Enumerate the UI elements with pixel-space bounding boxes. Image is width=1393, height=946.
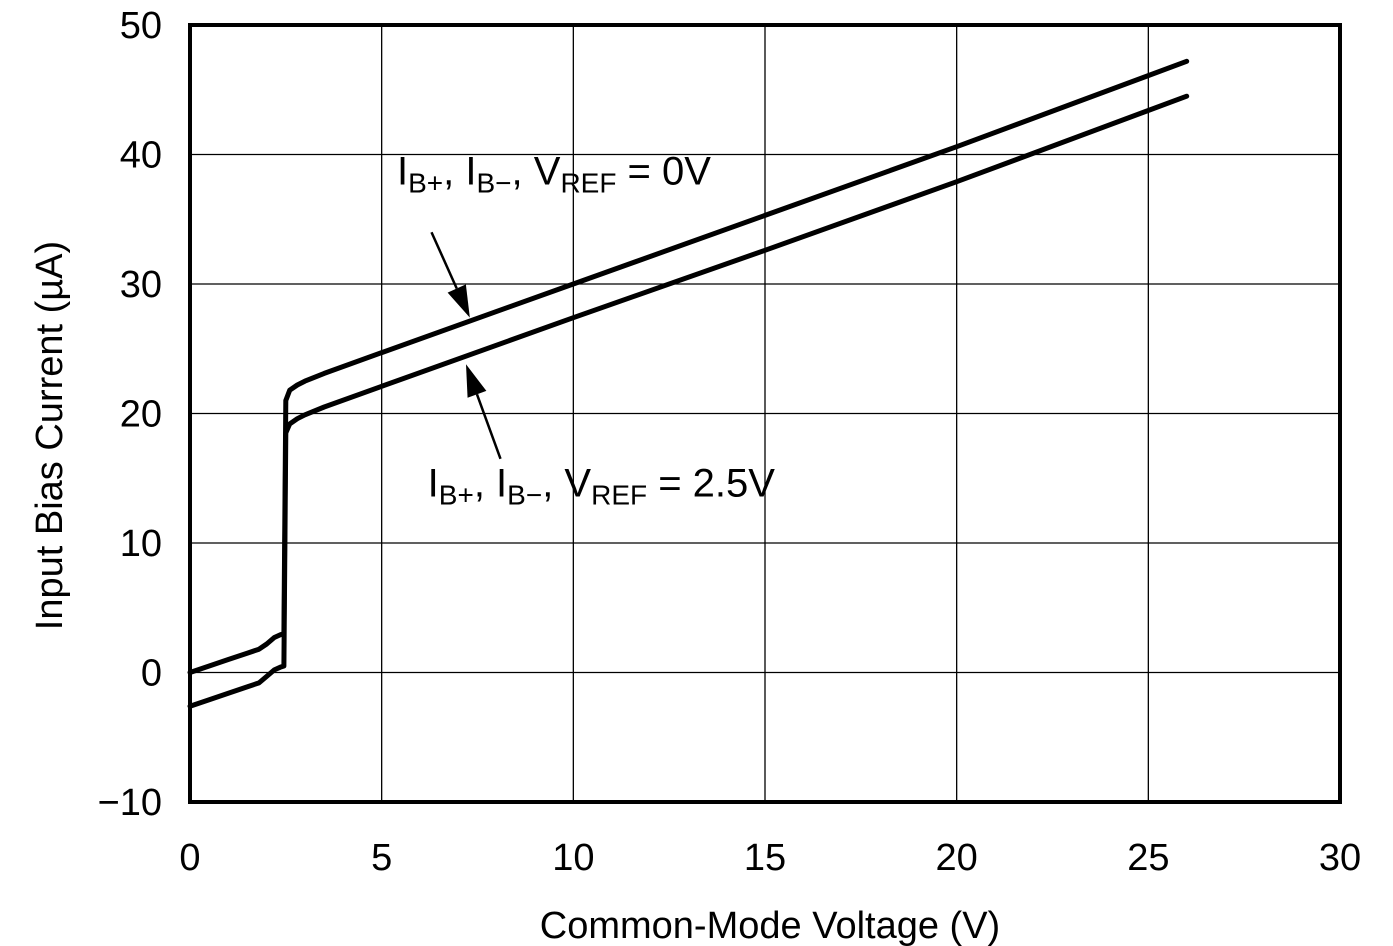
annotation-label-2: IB+, IB−, VREF = 2.5V	[428, 461, 776, 510]
annotation-arrow-head-1	[447, 284, 470, 318]
x-axis-title: Common-Mode Voltage (V)	[540, 905, 1000, 946]
x-tick-label: 25	[1127, 837, 1169, 879]
series-line-1	[187, 58, 1190, 675]
y-tick-label: 30	[120, 264, 162, 306]
y-tick-labels: −10 0 10 20 30 40 50	[98, 5, 162, 824]
y-axis-title: Input Bias Current (µA)	[29, 241, 71, 630]
series-layer	[187, 58, 1190, 709]
x-tick-label: 20	[936, 837, 978, 879]
annotations: IB+, IB−, VREF = 0V IB+, IB−, VREF = 2.5V	[397, 149, 775, 510]
annotation-arrow-line-1	[430, 231, 458, 289]
series-line-2	[187, 93, 1190, 709]
annotation-arrow-head-2	[466, 364, 487, 398]
x-tick-label: 10	[552, 837, 594, 879]
x-tick-label: 30	[1319, 837, 1361, 879]
x-tick-label: 15	[744, 837, 786, 879]
annotation-arrow-line-2	[475, 393, 502, 460]
x-tick-label: 5	[371, 837, 392, 879]
x-tick-labels: 0 5 10 15 20 25 30	[179, 837, 1361, 879]
x-tick-label: 0	[179, 837, 200, 879]
grid-lines	[190, 25, 1340, 802]
plot-frame	[188, 23, 1342, 804]
y-tick-label: 20	[120, 394, 162, 436]
annotation-label-1: IB+, IB−, VREF = 0V	[397, 149, 711, 198]
y-tick-label: 0	[141, 653, 162, 695]
y-tick-label: 40	[120, 135, 162, 177]
y-tick-label: 50	[120, 5, 162, 47]
y-tick-label: 10	[120, 523, 162, 565]
y-tick-label: −10	[98, 782, 162, 824]
